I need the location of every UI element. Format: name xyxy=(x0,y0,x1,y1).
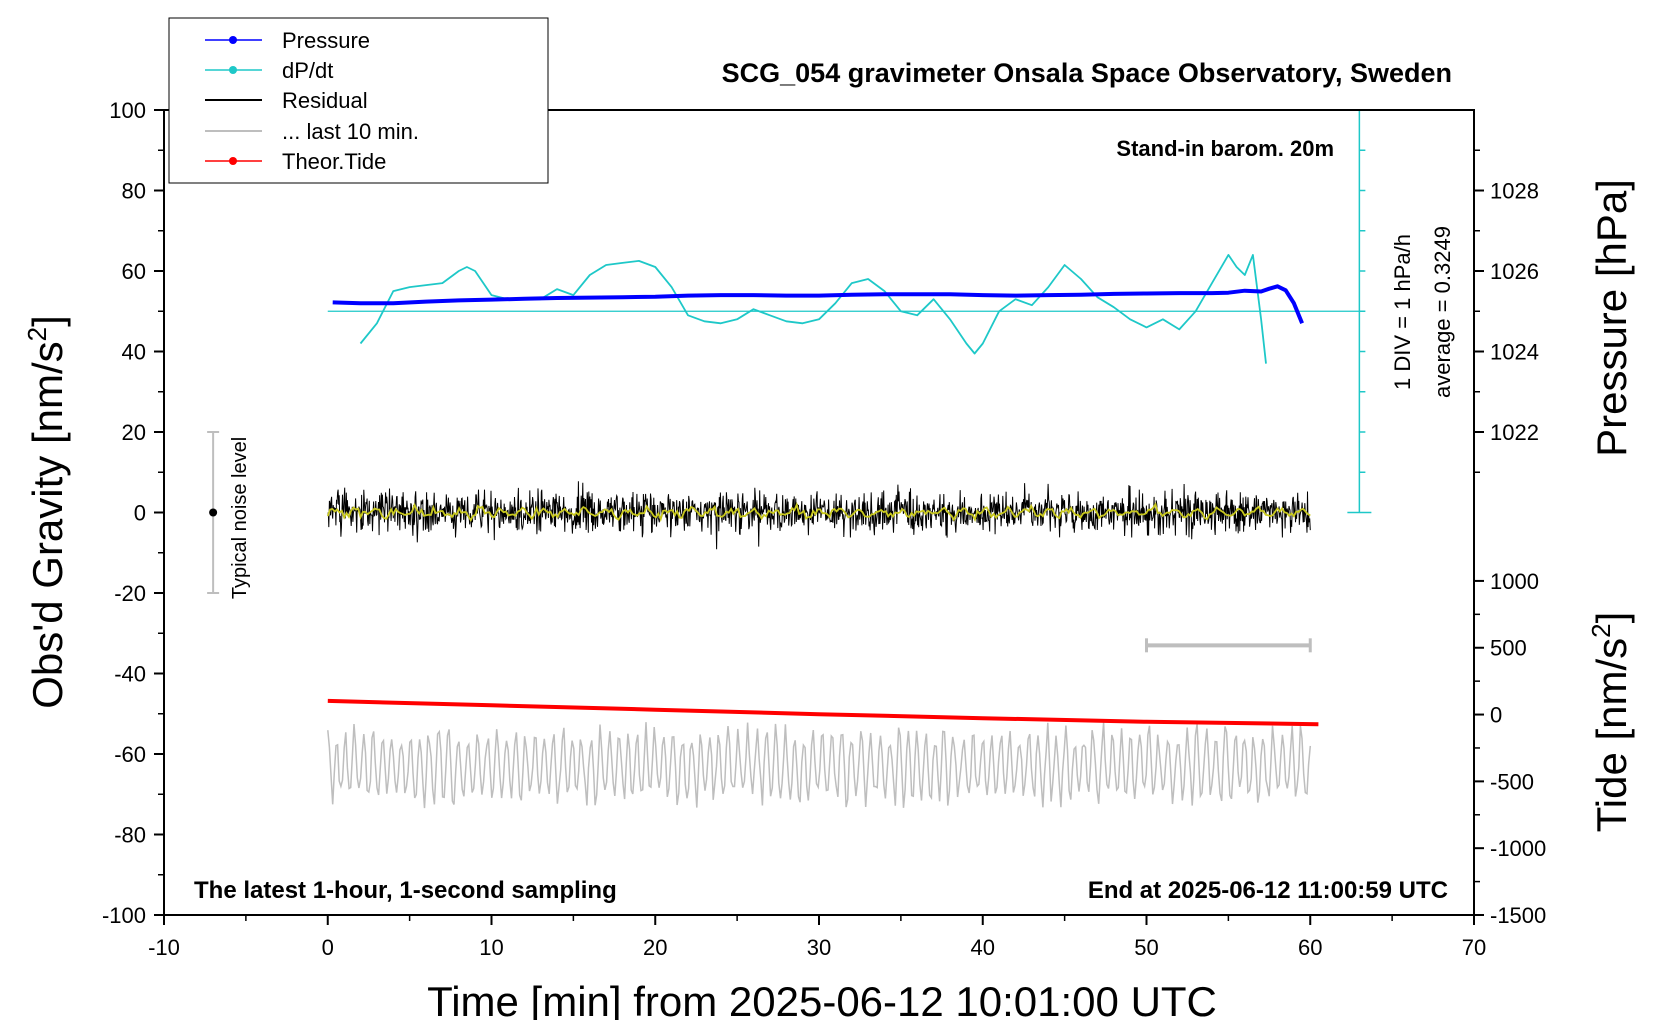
y-tick-label: -100 xyxy=(102,903,146,928)
legend-label-last10: ... last 10 min. xyxy=(282,119,419,144)
tide-line xyxy=(327,698,1319,727)
pressure-series xyxy=(332,284,1304,325)
last10-line xyxy=(327,722,1312,809)
legend-item-pressure: Pressure xyxy=(205,28,370,53)
x-tick-label: 50 xyxy=(1134,935,1158,960)
legend-label-dpdt: dP/dt xyxy=(282,58,333,83)
y-tick-label: -20 xyxy=(114,581,146,606)
pressure-tick-label: 1028 xyxy=(1490,179,1539,204)
y-axis-label-main: Obs'd Gravity [nm/s xyxy=(24,341,71,708)
legend-label-pressure: Pressure xyxy=(282,28,370,53)
dpdt-series xyxy=(359,254,1267,364)
y-axis-label-close: ] xyxy=(24,315,71,327)
y-axis-label: Obs'd Gravity [nm/s2] xyxy=(22,315,71,709)
tide-axis-label: Tide [nm/s2] xyxy=(1586,612,1635,833)
legend-item-residual: Residual xyxy=(205,88,368,113)
tide-tick-label: -1500 xyxy=(1490,903,1546,928)
tide-tick-label: -500 xyxy=(1490,769,1534,794)
average-label: average = 0.3249 xyxy=(1430,226,1455,398)
y-tick-label: 60 xyxy=(122,259,146,284)
legend-label-residual: Residual xyxy=(282,88,368,113)
x-tick-label: 20 xyxy=(643,935,667,960)
x-axis-ticks: -10 0 10 20 30 40 50 60 70 xyxy=(148,915,1486,960)
x-tick-label: 40 xyxy=(971,935,995,960)
legend-marker-dpdt xyxy=(229,66,237,74)
legend-item-last10: ... last 10 min. xyxy=(205,119,419,144)
legend-marker-tide xyxy=(229,157,237,165)
last10-bar xyxy=(1145,638,1312,653)
x-tick-label: 0 xyxy=(322,935,334,960)
pressure-axis-ticks: 1022 1024 1026 1028 xyxy=(1474,149,1539,473)
y-tick-label: 20 xyxy=(122,420,146,445)
tide-tick-label: -1000 xyxy=(1490,836,1546,861)
legend-label-tide: Theor.Tide xyxy=(282,149,386,174)
x-tick-label: -10 xyxy=(148,935,180,960)
tide-axis-label-sup: 2 xyxy=(1586,623,1616,637)
x-tick-label: 70 xyxy=(1462,935,1486,960)
pressure-tick-label: 1024 xyxy=(1490,340,1539,365)
residual-smoothed-line xyxy=(326,501,1311,523)
div-label: 1 DIV = 1 hPa/h xyxy=(1390,234,1415,390)
noise-bar-center xyxy=(209,508,218,517)
tide-axis-label-main: Tide [nm/s xyxy=(1588,638,1635,833)
bottom-right-note: End at 2025-06-12 11:00:59 UTC xyxy=(1088,877,1448,904)
y-tick-label: -60 xyxy=(114,742,146,767)
y-tick-label: 100 xyxy=(109,98,146,123)
residual-smoothed-series xyxy=(326,501,1311,523)
tide-tick-label: 0 xyxy=(1490,703,1502,728)
last10-series xyxy=(327,722,1312,809)
noise-label: Typical noise level xyxy=(229,437,251,599)
tide-tick-label: 1000 xyxy=(1490,569,1539,594)
y-tick-label: 80 xyxy=(122,179,146,204)
tide-tick-label: 500 xyxy=(1490,636,1527,661)
dpdt-scale xyxy=(1347,109,1372,514)
y-axis-label-sup: 2 xyxy=(22,327,52,341)
y-tick-label: 40 xyxy=(122,340,146,365)
tide-series xyxy=(327,698,1319,727)
legend: Pressure dP/dt Residual ... last 10 min.… xyxy=(168,17,549,184)
dpdt-line xyxy=(359,254,1267,364)
y-tick-label: -80 xyxy=(114,823,146,848)
y-axis-ticks: -100 -80 -60 -40 -20 0 20 40 60 80 100 xyxy=(102,98,164,928)
y-tick-label: 0 xyxy=(134,501,146,526)
pressure-line xyxy=(332,284,1304,325)
pressure-axis-label: Pressure [hPa] xyxy=(1588,179,1635,457)
y-tick-label: -40 xyxy=(114,662,146,687)
x-tick-label: 60 xyxy=(1298,935,1322,960)
noise-bar xyxy=(207,431,220,594)
legend-item-dpdt: dP/dt xyxy=(205,58,333,83)
pressure-tick-label: 1026 xyxy=(1490,259,1539,284)
legend-item-tide: Theor.Tide xyxy=(205,149,386,174)
barometer-note: Stand-in barom. 20m xyxy=(1116,136,1334,161)
x-axis-label: Time [min] from 2025-06-12 10:01:00 UTC xyxy=(427,978,1217,1020)
pressure-tick-label: 1022 xyxy=(1490,420,1539,445)
legend-marker-pressure xyxy=(229,36,237,44)
chart-title: SCG_054 gravimeter Onsala Space Observat… xyxy=(722,58,1452,88)
tide-axis-ticks: 1000 500 0 -500 -1000 -1500 xyxy=(1474,569,1546,928)
tide-axis-label-close: ] xyxy=(1588,612,1635,624)
x-tick-label: 10 xyxy=(479,935,503,960)
x-tick-label: 30 xyxy=(807,935,831,960)
bottom-left-note: The latest 1-hour, 1-second sampling xyxy=(194,877,617,904)
